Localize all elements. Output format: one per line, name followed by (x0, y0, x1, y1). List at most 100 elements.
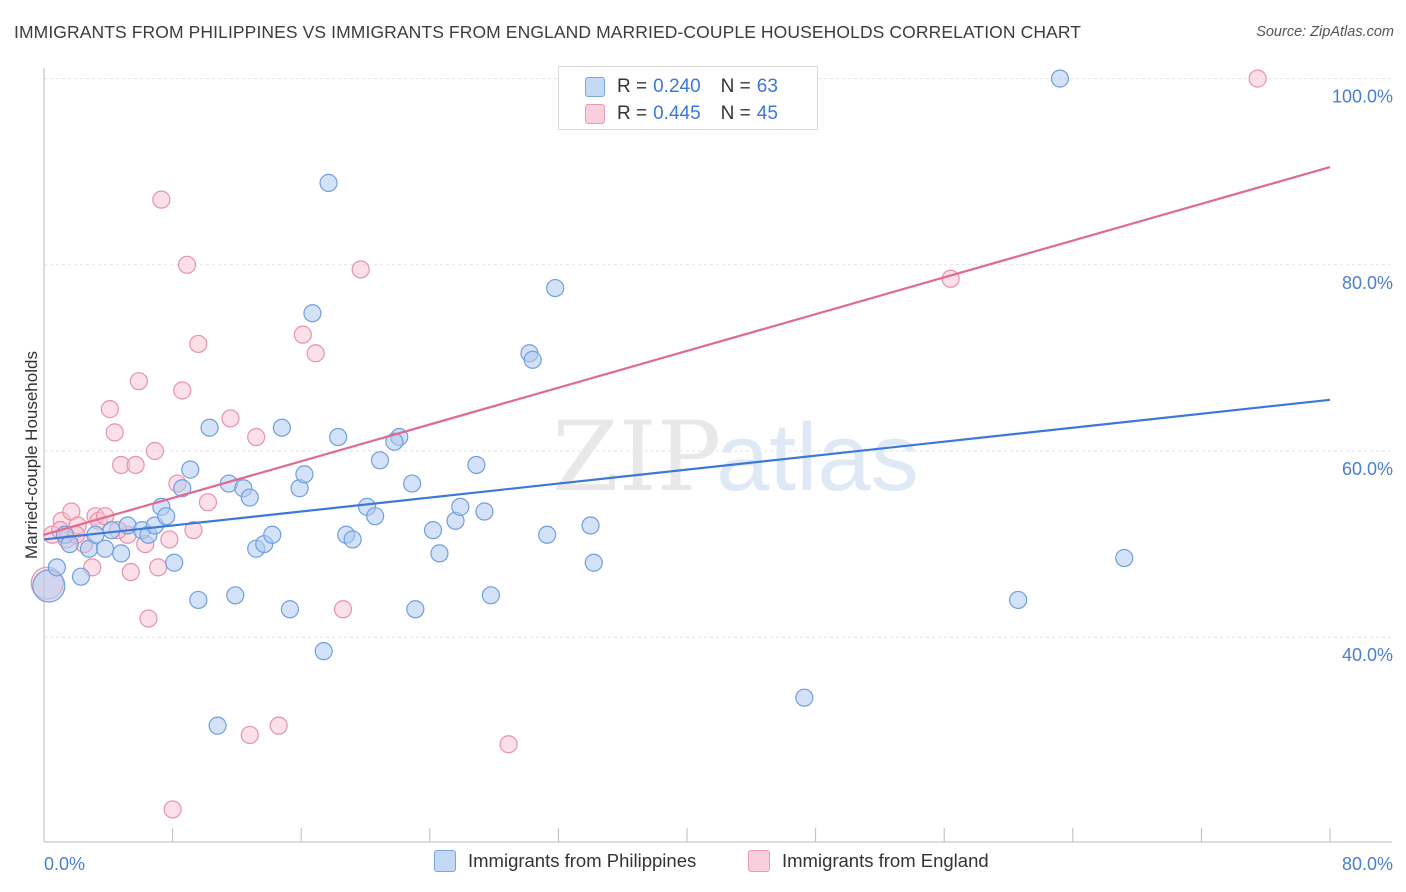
philippines-point (95, 539, 115, 558)
philippines-point (240, 488, 259, 507)
philippines-point (272, 418, 292, 437)
philippines-point (47, 558, 66, 577)
legend-row-england: R = 0.445 N = 45 (585, 101, 778, 127)
philippines-point (343, 530, 362, 549)
philippines-point (406, 600, 425, 619)
england-point (145, 441, 165, 461)
england-point (499, 735, 518, 754)
england-point (240, 725, 259, 745)
y-tick-label: 80.0% (1342, 273, 1393, 293)
bottom-legend-england: Immigrants from England (748, 850, 989, 872)
r-label: R = (617, 103, 648, 124)
watermark-zip: ZIP (552, 401, 721, 513)
philippines-point (112, 544, 131, 563)
philippines-point (303, 304, 322, 323)
philippines-point (181, 460, 200, 479)
philippines-point (295, 465, 314, 484)
source-label: Source: ZipAtlas.com (1256, 24, 1394, 40)
england-legend-label: Immigrants from England (782, 850, 989, 871)
philippines-point (189, 590, 208, 610)
philippines-legend-label: Immigrants from Philippines (468, 850, 697, 871)
gridlines (44, 78, 1392, 638)
axes (43, 68, 1392, 843)
england-point (293, 325, 312, 344)
philippines-point (165, 553, 184, 572)
chart-title: IMMIGRANTS FROM PHILIPPINES VS IMMIGRANT… (14, 22, 1082, 42)
philippines-point (280, 600, 300, 619)
x-tick-label: 80.0% (1342, 854, 1393, 874)
philippines-point (423, 521, 443, 540)
n-label: N = (720, 76, 751, 97)
philippines-point (584, 553, 603, 572)
y-axis-title: Married-couple Households (22, 351, 41, 559)
philippines-point (173, 479, 192, 498)
england-point (129, 372, 148, 391)
england-point (139, 609, 158, 628)
philippines-point (329, 427, 348, 447)
philippines-point (581, 516, 600, 535)
philippines-point (467, 455, 486, 475)
philippines-point (538, 525, 557, 544)
philippines-point (157, 507, 176, 526)
trend-lines (43, 166, 1331, 541)
england-point (163, 800, 182, 819)
england-point (152, 190, 171, 209)
england-point (333, 600, 353, 619)
philippines-point (403, 474, 422, 493)
philippines-point (200, 418, 219, 437)
y-tick-labels: 40.0% 60.0% 80.0% 100.0% (1332, 87, 1393, 666)
philippines-point (226, 586, 245, 605)
philippines-point (314, 642, 333, 661)
england-points (30, 69, 1267, 819)
y-tick-label: 100.0% (1332, 87, 1393, 107)
england-point (189, 334, 208, 354)
england-point (269, 716, 288, 735)
philippines-point (546, 278, 565, 298)
england-point (221, 409, 240, 428)
philippines-point (208, 716, 227, 735)
england-point (306, 344, 325, 363)
philippines-point (475, 502, 494, 521)
philippines-point (102, 521, 121, 540)
philippines-point (319, 173, 338, 192)
england-point (173, 381, 192, 400)
philippines-point (385, 432, 404, 451)
n-label: N = (720, 103, 751, 124)
england-point (1248, 69, 1267, 88)
england-trend-line (43, 166, 1331, 536)
england-point (105, 423, 124, 442)
watermark-atlas: atlas (716, 404, 919, 511)
philippines-points (32, 69, 1134, 735)
england-point (247, 427, 266, 447)
philippines-swatch (585, 77, 605, 97)
x-tick-label: 0.0% (44, 854, 85, 874)
philippines-swatch (434, 850, 456, 872)
england-point (121, 562, 140, 582)
philippines-point (1050, 69, 1070, 88)
r-value: 0.445 (653, 103, 701, 124)
england-swatch (748, 850, 770, 872)
england-point (160, 530, 179, 549)
r-label: R = (617, 76, 648, 97)
stats-legend: R = 0.240 N = 63 R = 0.445 N = 45 (558, 66, 818, 130)
england-point (126, 455, 145, 475)
y-tick-label: 60.0% (1342, 459, 1393, 479)
philippines-point (481, 586, 500, 605)
y-tick-label: 40.0% (1342, 645, 1393, 665)
england-point (177, 255, 197, 274)
bottom-legend-philippines: Immigrants from Philippines (434, 850, 696, 872)
philippines-point (1115, 548, 1134, 568)
england-point (100, 400, 120, 419)
r-value: 0.240 (653, 76, 701, 97)
philippines-point (430, 544, 449, 563)
england-point (149, 558, 168, 577)
england-swatch (585, 104, 605, 124)
watermark: ZIP atlas (552, 401, 919, 513)
x-tick-labels: 0.0% 80.0% (44, 854, 1393, 874)
philippines-point (1009, 590, 1028, 610)
philippines-point (263, 525, 282, 544)
philippines-point (523, 350, 542, 369)
england-point (184, 521, 203, 540)
philippines-trend-line (43, 398, 1331, 541)
